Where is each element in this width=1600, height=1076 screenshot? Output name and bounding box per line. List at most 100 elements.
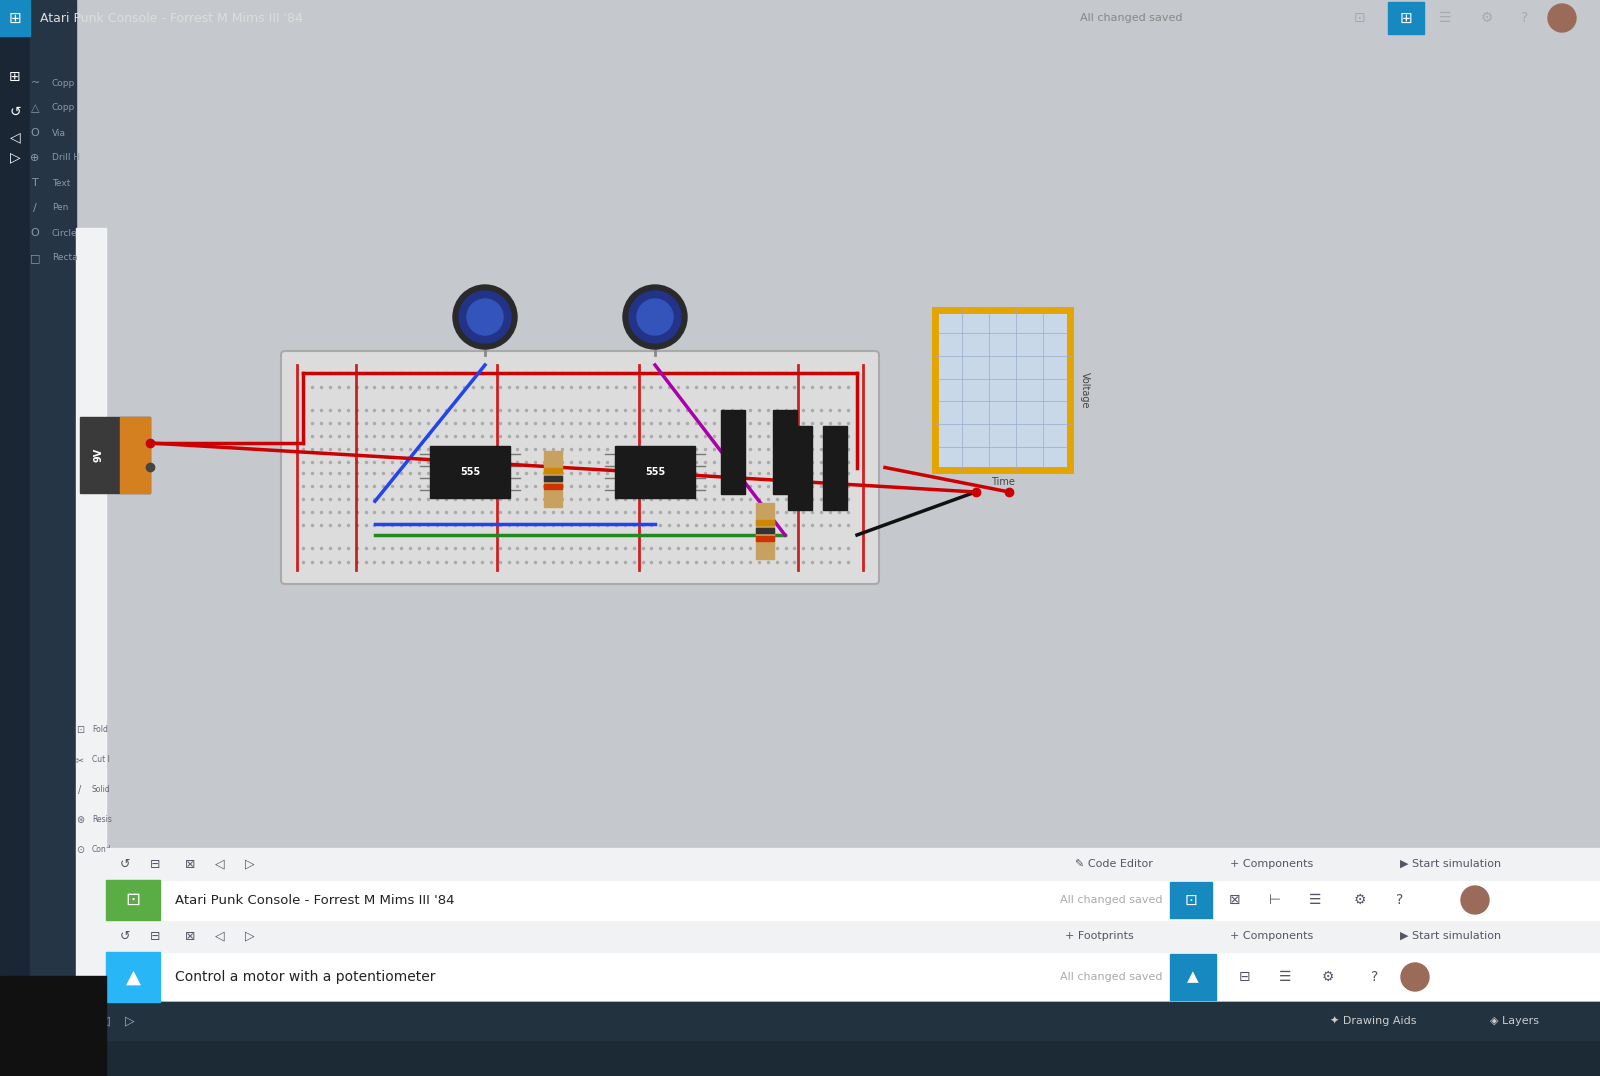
Text: ▷: ▷ xyxy=(10,150,21,164)
Text: ?: ? xyxy=(1397,893,1403,907)
Text: + Components: + Components xyxy=(1230,859,1314,869)
Text: O: O xyxy=(30,128,40,138)
Text: Voltage: Voltage xyxy=(1080,371,1090,408)
Bar xyxy=(544,468,562,472)
Circle shape xyxy=(637,299,674,335)
FancyBboxPatch shape xyxy=(282,351,878,584)
Text: 9V: 9V xyxy=(93,448,102,462)
Bar xyxy=(106,848,1600,880)
Text: ↺: ↺ xyxy=(120,930,130,943)
Bar xyxy=(544,451,562,507)
Text: Text: Text xyxy=(51,179,70,187)
Bar xyxy=(80,417,150,493)
Circle shape xyxy=(467,299,502,335)
Text: ↺: ↺ xyxy=(10,105,21,119)
Text: ◁: ◁ xyxy=(10,130,21,144)
Text: ⊡: ⊡ xyxy=(1184,892,1197,907)
Text: All changed saved: All changed saved xyxy=(1080,13,1182,23)
Text: ⊞: ⊞ xyxy=(1400,11,1413,26)
Circle shape xyxy=(622,285,686,349)
Text: ⊕: ⊕ xyxy=(30,153,40,162)
Text: O: O xyxy=(30,228,40,238)
Text: 555: 555 xyxy=(459,467,480,477)
Text: ↺: ↺ xyxy=(8,1015,19,1028)
Circle shape xyxy=(629,291,682,343)
Bar xyxy=(722,410,746,494)
Text: Pen: Pen xyxy=(51,203,69,212)
Text: ⊠: ⊠ xyxy=(184,858,195,870)
Text: Drill H: Drill H xyxy=(51,154,80,162)
Text: ✂: ✂ xyxy=(75,755,85,765)
Text: Atari Punk Console - Forrest M Mims III '84: Atari Punk Console - Forrest M Mims III … xyxy=(174,893,454,906)
Text: ⊡: ⊡ xyxy=(1354,11,1366,25)
Text: Fold: Fold xyxy=(93,725,107,735)
Text: ▷: ▷ xyxy=(245,858,254,870)
Text: ◁: ◁ xyxy=(214,858,226,870)
Text: ▷: ▷ xyxy=(245,930,254,943)
Bar xyxy=(430,445,510,498)
Text: ☰: ☰ xyxy=(1438,11,1451,25)
Text: + Footprints: + Footprints xyxy=(1066,931,1134,942)
Bar xyxy=(934,310,1070,470)
Text: Cut l: Cut l xyxy=(93,755,110,765)
Bar xyxy=(120,417,150,493)
Bar xyxy=(822,425,846,510)
Bar xyxy=(106,976,1600,1076)
Text: ▶ Start simulation: ▶ Start simulation xyxy=(1400,859,1501,869)
Text: ⊙: ⊙ xyxy=(75,845,85,855)
Text: Atari Punk Console - Forrest M Mims III '84: Atari Punk Console - Forrest M Mims III … xyxy=(40,12,302,25)
Bar xyxy=(106,920,1600,952)
Text: ⊠: ⊠ xyxy=(184,930,195,943)
Circle shape xyxy=(459,291,510,343)
Text: Circle: Circle xyxy=(51,228,78,238)
Text: ⊛: ⊛ xyxy=(75,815,85,825)
Bar xyxy=(544,484,562,489)
Text: ⊟: ⊟ xyxy=(150,930,160,943)
Text: ⊡: ⊡ xyxy=(125,891,141,909)
Text: Recta: Recta xyxy=(51,254,78,263)
Text: ⊠: ⊠ xyxy=(70,1015,80,1028)
Bar xyxy=(1170,882,1213,918)
Bar xyxy=(106,228,1600,1076)
Text: ▷: ▷ xyxy=(125,1015,134,1028)
Bar xyxy=(0,1002,1600,1040)
Text: Resis: Resis xyxy=(93,816,112,824)
Text: ◁: ◁ xyxy=(214,930,226,943)
Text: ?: ? xyxy=(1371,969,1379,983)
Text: ⚙: ⚙ xyxy=(1354,893,1366,907)
Bar xyxy=(0,0,30,1076)
Bar xyxy=(757,536,774,540)
Text: Copp: Copp xyxy=(51,79,75,87)
Text: △: △ xyxy=(30,103,40,113)
Text: ⊡: ⊡ xyxy=(40,1015,50,1028)
Text: ☰: ☰ xyxy=(1278,969,1291,983)
Bar xyxy=(106,952,1600,1002)
Text: Control a motor with a potentiometer: Control a motor with a potentiometer xyxy=(174,969,435,983)
Text: + Components: + Components xyxy=(1230,931,1314,942)
Text: ✎ Code Editor: ✎ Code Editor xyxy=(1075,859,1154,869)
Text: ☰: ☰ xyxy=(1309,893,1322,907)
Text: /: / xyxy=(34,203,37,213)
Bar xyxy=(106,880,1600,920)
Text: /: / xyxy=(78,785,82,795)
Text: Solid: Solid xyxy=(93,785,110,794)
Bar xyxy=(0,976,106,1076)
Text: ⊟: ⊟ xyxy=(1238,969,1251,983)
Text: T: T xyxy=(32,178,38,188)
Circle shape xyxy=(1402,963,1429,991)
Circle shape xyxy=(1549,4,1576,32)
Text: □: □ xyxy=(30,253,40,263)
Text: 555: 555 xyxy=(645,467,666,477)
Bar xyxy=(106,880,160,920)
Bar xyxy=(757,502,774,558)
Bar xyxy=(544,476,562,481)
Text: ~: ~ xyxy=(30,77,40,88)
Bar xyxy=(77,228,106,1076)
Text: ✦ Drawing Aids: ✦ Drawing Aids xyxy=(1330,1016,1416,1027)
Bar xyxy=(757,520,774,524)
Text: ⚙: ⚙ xyxy=(1480,11,1493,25)
Text: ▲: ▲ xyxy=(1187,969,1198,985)
Bar xyxy=(1170,954,1216,1000)
Bar xyxy=(1389,2,1424,34)
Text: ↺: ↺ xyxy=(120,858,130,870)
